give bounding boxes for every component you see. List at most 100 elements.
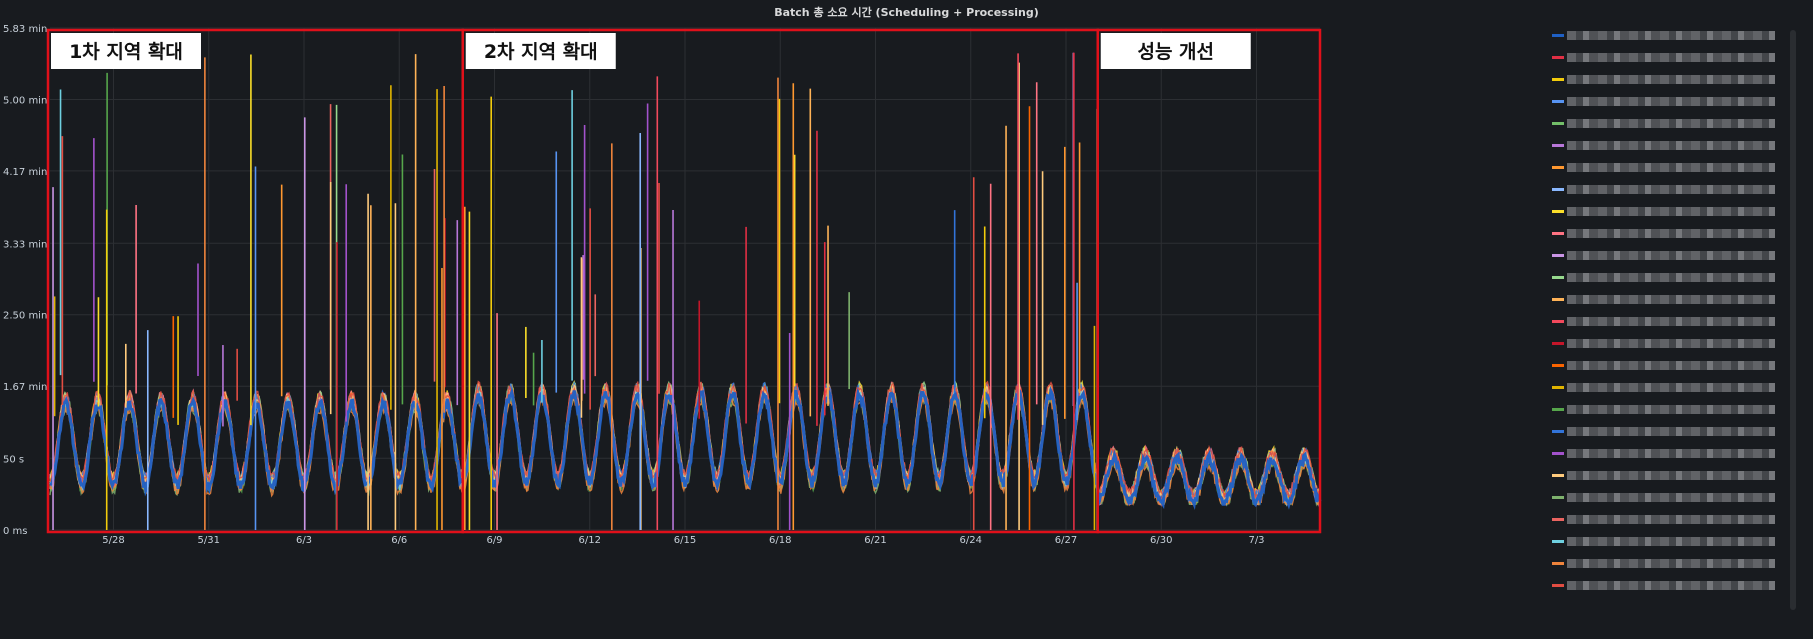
- legend-item[interactable]: [1545, 360, 1780, 372]
- legend-label-redacted: [1567, 383, 1775, 392]
- y-tick-label: 50 s: [3, 454, 24, 465]
- legend-item[interactable]: [1545, 96, 1780, 108]
- time-series-chart[interactable]: 0 ms 50 s 1.67 min 2.50 min 3.33 min 4.17 min…: [0, 0, 1540, 639]
- legend-item[interactable]: [1545, 426, 1780, 438]
- legend-item[interactable]: [1545, 250, 1780, 262]
- phase-label-box: [1100, 33, 1251, 69]
- legend-label-redacted: [1567, 141, 1775, 150]
- legend-item[interactable]: [1545, 52, 1780, 64]
- legend-label-redacted: [1567, 295, 1775, 304]
- y-tick-label: 0 ms: [3, 526, 28, 537]
- phase-label: 2차 지역 확대: [484, 40, 598, 63]
- x-tick-label: 6/30: [1150, 535, 1172, 546]
- legend-label-redacted: [1567, 251, 1775, 260]
- legend-item[interactable]: [1545, 448, 1780, 460]
- legend-swatch: [1552, 342, 1564, 345]
- x-tick-label: 6/18: [769, 535, 791, 546]
- legend-label-redacted: [1567, 119, 1775, 128]
- legend-label-redacted: [1567, 207, 1775, 216]
- legend-label-redacted: [1567, 405, 1775, 414]
- legend-item[interactable]: [1545, 74, 1780, 86]
- legend-swatch: [1552, 364, 1564, 367]
- grid-lines: [50, 27, 1320, 531]
- legend-swatch: [1552, 518, 1564, 521]
- legend-swatch: [1552, 452, 1564, 455]
- panel-title[interactable]: Batch 총 소요 시간 (Scheduling + Processing): [774, 6, 1039, 19]
- y-tick-label: 2.50 min: [3, 311, 47, 322]
- legend-swatch: [1552, 78, 1564, 81]
- legend-label-redacted: [1567, 229, 1775, 238]
- legend-swatch: [1552, 562, 1564, 565]
- legend: [1545, 30, 1785, 605]
- legend-swatch: [1552, 34, 1564, 37]
- legend-swatch: [1552, 386, 1564, 389]
- legend-label-redacted: [1567, 53, 1775, 62]
- legend-item[interactable]: [1545, 404, 1780, 416]
- legend-item[interactable]: [1545, 118, 1780, 130]
- legend-swatch: [1552, 56, 1564, 59]
- legend-item[interactable]: [1545, 492, 1780, 504]
- legend-label-redacted: [1567, 449, 1775, 458]
- legend-item[interactable]: [1545, 536, 1780, 548]
- legend-item[interactable]: [1545, 470, 1780, 482]
- legend-swatch: [1552, 122, 1564, 125]
- legend-item[interactable]: [1545, 30, 1780, 42]
- legend-item[interactable]: [1545, 228, 1780, 240]
- legend-item[interactable]: [1545, 184, 1780, 196]
- legend-swatch: [1552, 474, 1564, 477]
- phase-label-box: [51, 33, 201, 69]
- legend-item[interactable]: [1545, 580, 1780, 592]
- legend-label-redacted: [1567, 75, 1775, 84]
- legend-item[interactable]: [1545, 272, 1780, 284]
- legend-label-redacted: [1567, 97, 1775, 106]
- legend-item[interactable]: [1545, 382, 1780, 394]
- x-tick-label: 6/24: [960, 535, 982, 546]
- x-axis: 5/28 5/31 6/3 6/6 6/9 6/12 6/15 6/18 6/21 6/24 6/2…: [102, 535, 1264, 546]
- y-tick-label: 3.33 min: [3, 239, 47, 250]
- phase-label-box: [465, 33, 616, 69]
- legend-label-redacted: [1567, 339, 1775, 348]
- legend-swatch: [1552, 584, 1564, 587]
- series-line: [49, 385, 1322, 511]
- x-tick-label: 7/3: [1248, 535, 1264, 546]
- y-tick-label: 5.00 min: [3, 95, 47, 106]
- legend-item[interactable]: [1545, 294, 1780, 306]
- phase-box: [1096, 28, 1322, 534]
- legend-label-redacted: [1567, 427, 1775, 436]
- legend-item[interactable]: [1545, 140, 1780, 152]
- legend-label-redacted: [1567, 515, 1775, 524]
- legend-scrollbar[interactable]: [1790, 30, 1796, 610]
- legend-swatch: [1552, 166, 1564, 169]
- legend-label-redacted: [1567, 361, 1775, 370]
- x-tick-label: 6/27: [1055, 535, 1077, 546]
- x-tick-label: 6/3: [296, 535, 312, 546]
- legend-label-redacted: [1567, 31, 1775, 40]
- x-tick-label: 6/6: [391, 535, 407, 546]
- legend-swatch: [1552, 144, 1564, 147]
- y-tick-label: 4.17 min: [3, 167, 47, 178]
- legend-label-redacted: [1567, 185, 1775, 194]
- legend-swatch: [1552, 540, 1564, 543]
- legend-swatch: [1552, 188, 1564, 191]
- legend-item[interactable]: [1545, 316, 1780, 328]
- legend-swatch: [1552, 232, 1564, 235]
- series-group: [49, 52, 1322, 530]
- x-tick-label: 5/31: [198, 535, 220, 546]
- legend-swatch: [1552, 210, 1564, 213]
- legend-item[interactable]: [1545, 558, 1780, 570]
- legend-item[interactable]: [1545, 162, 1780, 174]
- legend-label-redacted: [1567, 581, 1775, 590]
- legend-label-redacted: [1567, 471, 1775, 480]
- legend-item[interactable]: [1545, 206, 1780, 218]
- legend-swatch: [1552, 408, 1564, 411]
- y-axis: 0 ms 50 s 1.67 min 2.50 min 3.33 min 4.17 min…: [3, 24, 47, 537]
- legend-label-redacted: [1567, 317, 1775, 326]
- legend-item[interactable]: [1545, 514, 1780, 526]
- legend-item[interactable]: [1545, 338, 1780, 350]
- x-tick-label: 5/28: [102, 535, 124, 546]
- legend-swatch: [1552, 496, 1564, 499]
- phase-label: 성능 개선: [1137, 41, 1214, 63]
- legend-swatch: [1552, 430, 1564, 433]
- legend-swatch: [1552, 254, 1564, 257]
